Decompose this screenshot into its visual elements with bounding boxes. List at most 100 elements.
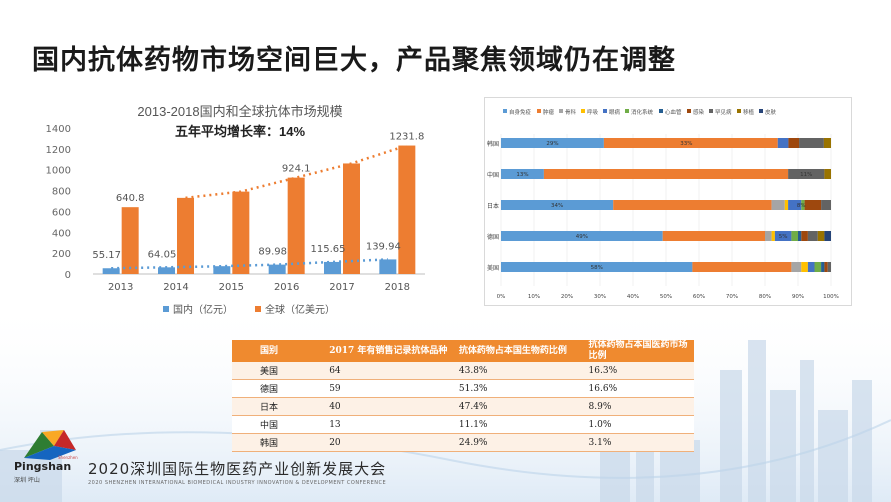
segment-label: 5% <box>779 234 788 240</box>
bar-global <box>232 191 250 274</box>
legend-swatch <box>559 109 563 113</box>
category-label: 德国 <box>487 233 499 241</box>
legend-swatch <box>659 109 663 113</box>
trendline-domestic <box>111 258 388 270</box>
cell-bio-share: 51.3% <box>454 379 585 398</box>
x-tick-label: 2017 <box>329 282 354 293</box>
cell-varieties: 13 <box>325 415 455 434</box>
stacked-segment <box>801 231 808 241</box>
category-label: 日本 <box>487 202 499 210</box>
legend-swatch <box>709 109 713 113</box>
bar-domestic <box>102 268 120 274</box>
legend-label: 心血管 <box>665 108 682 116</box>
event-title-en: 2020 SHENZHEN INTERNATIONAL BIOMEDICAL I… <box>88 480 387 486</box>
cell-country: 美国 <box>232 362 326 380</box>
cell-country: 韩国 <box>232 433 326 452</box>
legend-swatch <box>737 109 741 113</box>
bar-global <box>287 177 305 274</box>
x-tick-label: 70% <box>726 294 738 300</box>
stacked-segment <box>777 138 789 148</box>
bar-global <box>343 163 360 274</box>
cell-varieties: 59 <box>325 379 455 398</box>
y-tick-label: 0 <box>65 270 71 281</box>
bar-domestic <box>379 259 397 274</box>
y-tick-label: 200 <box>52 249 71 260</box>
legend-label: 骨科 <box>565 108 577 116</box>
segment-label: 34% <box>551 203 563 209</box>
bar-global <box>121 207 139 274</box>
cell-varieties: 64 <box>325 362 455 380</box>
legend-label: 国内（亿元） <box>173 303 233 316</box>
header-bio-share: 抗体药物占本国生物药比例 <box>454 340 585 362</box>
bar-domestic <box>324 261 341 274</box>
table-row: 德国 59 51.3% 16.6% <box>232 379 694 398</box>
stacked-segment <box>827 262 831 272</box>
segment-label: 33% <box>680 141 692 147</box>
legend-swatch <box>255 306 261 312</box>
segment-label: 13% <box>516 172 528 178</box>
category-label: 中国 <box>487 171 499 179</box>
data-label: 64.05 <box>148 249 177 260</box>
cell-bio-share: 47.4% <box>454 397 585 416</box>
stacked-segment <box>801 200 805 210</box>
y-tick-label: 1400 <box>46 124 71 135</box>
y-tick-label: 400 <box>52 228 71 239</box>
stacked-segment <box>821 262 825 272</box>
x-tick-label: 10% <box>528 294 540 300</box>
cell-bio-share: 43.8% <box>454 362 585 380</box>
segment-label: 29% <box>546 141 558 147</box>
stacked-segment <box>692 262 792 272</box>
cell-country: 中国 <box>232 415 326 434</box>
y-tick-label: 800 <box>52 187 71 198</box>
bar-global <box>177 197 194 274</box>
chart-subtitle: 五年平均增长率：14% <box>175 124 305 139</box>
x-tick-label: 20% <box>561 294 573 300</box>
pingshan-logo-icon <box>24 430 76 460</box>
stacked-segment <box>784 200 789 210</box>
cell-market-share: 16.6% <box>584 379 694 398</box>
stacked-segment <box>824 169 831 179</box>
stacked-segment <box>765 231 772 241</box>
slide-title: 国内抗体药物市场空间巨大，产品聚焦领域仍在调整 <box>32 45 676 76</box>
disease-area-stacked-bar-chart: 自身免疫 肿瘤 骨科 呼吸 眼病 消化系统 心血管 感染 罕见病 移植 皮肤 29% 33% 13% 11… <box>487 108 839 300</box>
stacked-segment <box>771 200 785 210</box>
header-market-share: 抗体药物占本国医药市场比例 <box>584 340 694 362</box>
stacked-segment <box>798 231 802 241</box>
legend-label: 罕见病 <box>715 108 732 116</box>
stacked-segment <box>791 262 802 272</box>
stacked-segment <box>501 200 614 210</box>
table-row: 韩国 20 24.9% 3.1% <box>232 433 694 452</box>
stacked-segment <box>771 231 775 241</box>
legend-swatch <box>163 306 169 312</box>
legend-swatch <box>759 109 763 113</box>
cell-varieties: 40 <box>325 397 455 416</box>
segment-label: 8% <box>797 203 806 209</box>
x-tick-label: 40% <box>627 294 639 300</box>
brand-tag: Shenzhen <box>58 455 78 460</box>
segment-label: 49% <box>576 234 588 240</box>
legend-label: 移植 <box>743 108 755 116</box>
stacked-segment <box>807 231 818 241</box>
cell-market-share: 8.9% <box>584 397 694 416</box>
legend-label: 全球（亿美元） <box>265 303 335 316</box>
brand-name: Pingshan <box>14 460 72 473</box>
stacked-segment <box>799 138 824 148</box>
table-row: 日本 40 47.4% 8.9% <box>232 397 694 416</box>
y-tick-label: 1000 <box>46 166 71 177</box>
x-tick-label: 90% <box>792 294 804 300</box>
market-size-bar-chart: 2013-2018国内和全球抗体市场规模 五年平均增长率：14% 55.17 64… <box>46 104 425 316</box>
category-label: 美国 <box>487 264 499 272</box>
stacked-segment <box>791 231 798 241</box>
x-tick-label: 100% <box>823 294 839 300</box>
legend-swatch <box>625 109 629 113</box>
stacked-segment <box>817 231 825 241</box>
data-label: 55.17 <box>92 250 121 261</box>
legend-label: 眼病 <box>609 108 621 116</box>
x-tick-label: 2013 <box>108 282 133 293</box>
legend-swatch <box>687 109 691 113</box>
data-label: 115.65 <box>311 244 346 255</box>
data-label: 924.1 <box>282 164 311 175</box>
bar-domestic <box>213 266 231 274</box>
stacked-segment <box>662 231 765 241</box>
legend-label: 自身免疫 <box>509 108 532 116</box>
